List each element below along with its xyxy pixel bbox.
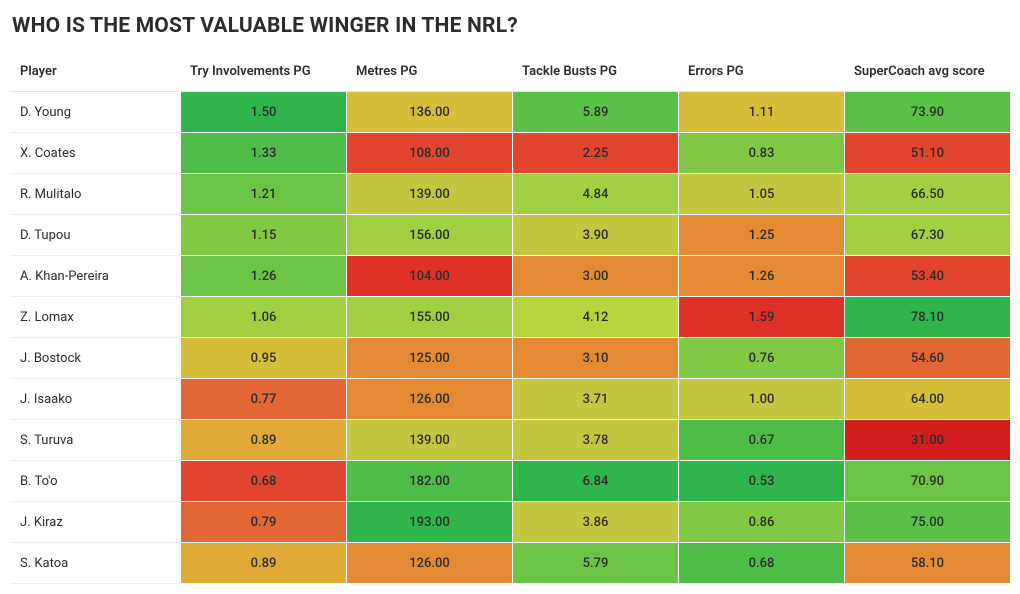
col-header-tacklebusts: Tackle Busts PG (512, 52, 678, 92)
player-name: J. Isaako (10, 379, 180, 420)
metric-cell: 104.00 (346, 256, 512, 297)
metric-cell: 0.68 (678, 543, 844, 584)
metric-cell: 1.50 (180, 92, 346, 133)
player-name: S. Katoa (10, 543, 180, 584)
table-row: J. Kiraz0.79193.003.860.8675.00 (10, 502, 1010, 543)
metric-cell: 193.00 (346, 502, 512, 543)
metric-cell: 0.76 (678, 338, 844, 379)
table-body: D. Young1.50136.005.891.1173.90X. Coates… (10, 92, 1010, 584)
table-row: B. To'o0.68182.006.840.5370.90 (10, 461, 1010, 502)
table-header: Player Try Involvements PG Metres PG Tac… (10, 52, 1010, 92)
metric-cell: 73.90 (844, 92, 1010, 133)
metric-cell: 3.71 (512, 379, 678, 420)
metric-cell: 4.12 (512, 297, 678, 338)
metric-cell: 5.79 (512, 543, 678, 584)
metric-cell: 0.89 (180, 543, 346, 584)
metric-cell: 67.30 (844, 215, 1010, 256)
col-header-metres: Metres PG (346, 52, 512, 92)
player-name: J. Kiraz (10, 502, 180, 543)
metric-cell: 1.05 (678, 174, 844, 215)
metric-cell: 125.00 (346, 338, 512, 379)
col-header-try: Try Involvements PG (180, 52, 346, 92)
metric-cell: 3.78 (512, 420, 678, 461)
table-row: J. Bostock0.95125.003.100.7654.60 (10, 338, 1010, 379)
metric-cell: 1.00 (678, 379, 844, 420)
metric-cell: 156.00 (346, 215, 512, 256)
metric-cell: 54.60 (844, 338, 1010, 379)
metric-cell: 3.90 (512, 215, 678, 256)
table-row: A. Khan-Pereira1.26104.003.001.2653.40 (10, 256, 1010, 297)
page-title: WHO IS THE MOST VALUABLE WINGER IN THE N… (12, 14, 1010, 38)
heatmap-table: Player Try Involvements PG Metres PG Tac… (10, 52, 1010, 584)
metric-cell: 0.95 (180, 338, 346, 379)
metric-cell: 0.77 (180, 379, 346, 420)
metric-cell: 3.00 (512, 256, 678, 297)
metric-cell: 3.10 (512, 338, 678, 379)
table-row: D. Young1.50136.005.891.1173.90 (10, 92, 1010, 133)
metric-cell: 66.50 (844, 174, 1010, 215)
metric-cell: 1.21 (180, 174, 346, 215)
metric-cell: 139.00 (346, 174, 512, 215)
metric-cell: 3.86 (512, 502, 678, 543)
metric-cell: 1.26 (180, 256, 346, 297)
metric-cell: 78.10 (844, 297, 1010, 338)
player-name: A. Khan-Pereira (10, 256, 180, 297)
metric-cell: 64.00 (844, 379, 1010, 420)
metric-cell: 126.00 (346, 543, 512, 584)
metric-cell: 155.00 (346, 297, 512, 338)
metric-cell: 139.00 (346, 420, 512, 461)
metric-cell: 182.00 (346, 461, 512, 502)
metric-cell: 4.84 (512, 174, 678, 215)
player-name: B. To'o (10, 461, 180, 502)
table-row: Z. Lomax1.06155.004.121.5978.10 (10, 297, 1010, 338)
metric-cell: 136.00 (346, 92, 512, 133)
metric-cell: 0.53 (678, 461, 844, 502)
metric-cell: 70.90 (844, 461, 1010, 502)
metric-cell: 1.11 (678, 92, 844, 133)
metric-cell: 1.06 (180, 297, 346, 338)
metric-cell: 0.68 (180, 461, 346, 502)
player-name: R. Mulitalo (10, 174, 180, 215)
metric-cell: 1.26 (678, 256, 844, 297)
metric-cell: 51.10 (844, 133, 1010, 174)
metric-cell: 108.00 (346, 133, 512, 174)
player-name: D. Young (10, 92, 180, 133)
metric-cell: 1.59 (678, 297, 844, 338)
metric-cell: 31.00 (844, 420, 1010, 461)
col-header-player: Player (10, 52, 180, 92)
metric-cell: 0.89 (180, 420, 346, 461)
metric-cell: 53.40 (844, 256, 1010, 297)
metric-cell: 1.33 (180, 133, 346, 174)
table-row: S. Turuva0.89139.003.780.6731.00 (10, 420, 1010, 461)
metric-cell: 75.00 (844, 502, 1010, 543)
player-name: J. Bostock (10, 338, 180, 379)
metric-cell: 58.10 (844, 543, 1010, 584)
metric-cell: 0.79 (180, 502, 346, 543)
table-row: D. Tupou1.15156.003.901.2567.30 (10, 215, 1010, 256)
player-name: S. Turuva (10, 420, 180, 461)
metric-cell: 126.00 (346, 379, 512, 420)
table-row: S. Katoa0.89126.005.790.6858.10 (10, 543, 1010, 584)
metric-cell: 1.25 (678, 215, 844, 256)
metric-cell: 2.25 (512, 133, 678, 174)
col-header-supercoach: SuperCoach avg score (844, 52, 1010, 92)
chart-container: WHO IS THE MOST VALUABLE WINGER IN THE N… (0, 0, 1020, 594)
table-row: R. Mulitalo1.21139.004.841.0566.50 (10, 174, 1010, 215)
metric-cell: 1.15 (180, 215, 346, 256)
table-row: J. Isaako0.77126.003.711.0064.00 (10, 379, 1010, 420)
col-header-errors: Errors PG (678, 52, 844, 92)
player-name: Z. Lomax (10, 297, 180, 338)
metric-cell: 0.67 (678, 420, 844, 461)
player-name: X. Coates (10, 133, 180, 174)
metric-cell: 0.83 (678, 133, 844, 174)
metric-cell: 0.86 (678, 502, 844, 543)
table-row: X. Coates1.33108.002.250.8351.10 (10, 133, 1010, 174)
player-name: D. Tupou (10, 215, 180, 256)
metric-cell: 6.84 (512, 461, 678, 502)
metric-cell: 5.89 (512, 92, 678, 133)
